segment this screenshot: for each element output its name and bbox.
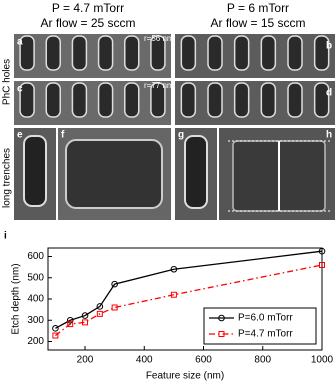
hole [150,82,166,118]
point [82,319,89,326]
point [111,280,118,288]
point [318,247,326,255]
point [111,304,118,311]
point [52,332,59,339]
hole [260,35,277,71]
x-tick-label: 1000 [311,355,334,366]
panel-label: e [17,130,23,141]
hole [45,35,61,71]
hole [19,82,35,118]
hole [180,35,197,71]
hole [313,82,330,118]
hole [45,82,61,118]
hole [260,82,277,118]
panel-label: a [17,37,23,48]
trench [184,135,208,209]
x-tick-label: 600 [195,355,212,366]
point [319,262,325,268]
row-label: PhC holes [2,59,13,105]
point [96,303,104,310]
panel-label: h [326,130,332,141]
header-text: Ar flow = 15 sccm [210,16,305,30]
x-axis-label: Feature size (nm) [146,371,224,382]
trench [23,135,47,207]
hole [287,82,303,118]
panel-label: b [326,41,332,52]
hole [19,35,35,71]
x-tick-label: 800 [254,355,271,366]
sem-image [14,81,171,125]
panel-label: f [61,130,65,141]
header-text: P = 6 mTorr [227,1,289,15]
y-tick-label: 200 [27,336,44,347]
legend-label: P=4.7 mTorr [238,329,293,340]
legend-marker [218,314,225,322]
point [66,316,74,324]
hole [233,82,250,118]
hole [97,82,114,118]
hole [124,35,140,71]
y-axis-label: Etch depth (nm) [11,263,22,334]
point [96,310,103,317]
hole [124,82,140,118]
sem-images [14,34,335,220]
point [170,265,178,273]
hole [207,35,223,71]
point [170,291,177,298]
x-tick-label: 200 [77,355,94,366]
hole [287,35,303,71]
panel-label: i [4,231,7,242]
series-line [55,250,323,329]
header-text: Ar flow = 25 sccm [40,16,135,30]
panel-label: c [17,84,23,95]
y-tick-label: 400 [27,294,44,305]
hole [150,35,166,71]
hole [313,35,330,71]
x-tick-label: 400 [136,355,153,366]
point [52,325,59,332]
sem-image [175,81,335,125]
hole [97,35,114,71]
y-tick-label: 500 [27,272,44,283]
series-line [55,264,323,337]
hole [71,82,88,118]
legend-box [203,307,317,345]
hole [207,82,223,118]
point [81,312,89,319]
panel-label: g [178,130,184,141]
point [67,321,74,328]
radius-label: r=77 nm [144,81,174,90]
sem-image [175,34,335,78]
hole [180,82,197,118]
legend-label: P=6.0 mTorr [238,313,293,324]
y-tick-label: 300 [27,315,44,326]
panel-label: d [326,88,332,99]
header-text: P = 4.7 mTorr [52,1,124,15]
hole [71,35,88,71]
trench [65,139,163,209]
legend-marker [218,331,225,337]
hole [233,35,250,71]
row-label: long trenches [2,148,13,208]
sem-image [14,34,171,78]
radius-label: r=56 nm [144,34,174,43]
y-tick-label: 600 [27,251,44,262]
